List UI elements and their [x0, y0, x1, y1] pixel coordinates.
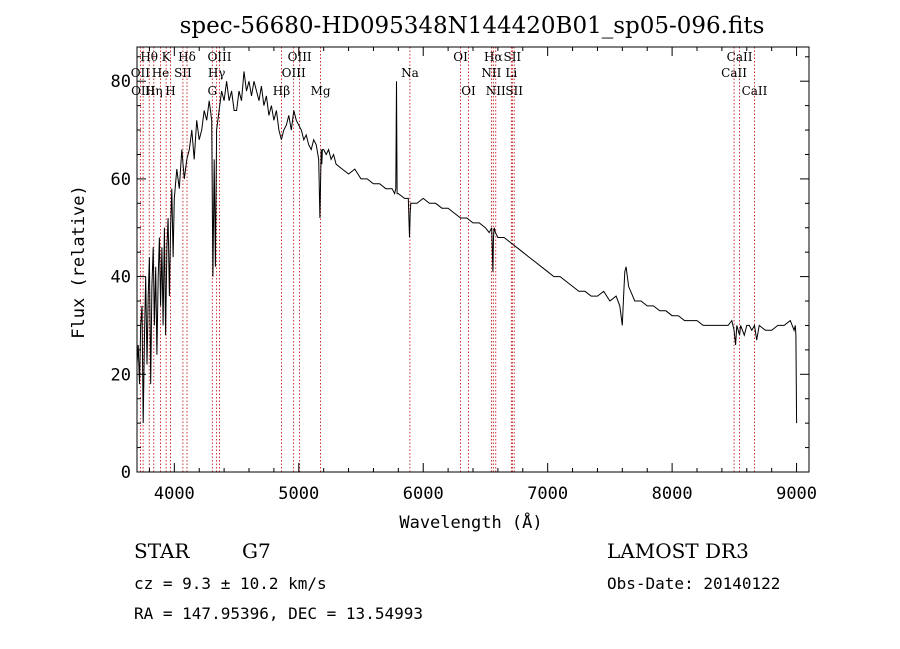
line-label-18: OI [461, 84, 476, 98]
line-label-8: Hδ [178, 50, 196, 64]
line-label-26: CaII [721, 66, 747, 80]
x-tick-label: 9000 [776, 484, 817, 504]
x-tick-label: 4000 [154, 484, 195, 504]
y-axis-label: Flux (relative) [69, 185, 89, 339]
y-tick-label: 60 [111, 170, 131, 190]
line-label-3: Hη [145, 84, 163, 98]
line-label-6: H [165, 84, 175, 98]
line-label-13: OIII [282, 66, 306, 80]
line-label-25: CaII [727, 50, 753, 64]
plot-frame [136, 46, 810, 473]
line-label-7: SII [174, 66, 192, 80]
x-tick-label: 7000 [527, 484, 568, 504]
line-label-15: Mg [311, 84, 331, 98]
line-label-19: Hα [484, 50, 503, 64]
line-label-24: SII [505, 84, 523, 98]
line-label-16: Na [401, 66, 419, 80]
line-label-21: NII [481, 66, 501, 80]
x-tick-label: 6000 [403, 484, 444, 504]
x-tick-label: 5000 [278, 484, 319, 504]
line-label-0: Hθ [140, 50, 158, 64]
line-label-22: Li [505, 66, 517, 80]
line-label-4: K [162, 50, 172, 64]
obs-date: Obs-Date: 20140122 [607, 574, 780, 593]
object-class: STAR [134, 539, 190, 563]
spectrum-line [136, 71, 798, 424]
redshift-text: cz = 9.3 ± 10.2 km/s [134, 574, 327, 593]
coordinates: RA = 147.95396, DEC = 13.54993 [134, 604, 423, 623]
y-tick-label: 0 [121, 463, 131, 483]
line-label-23: NII [486, 84, 506, 98]
line-label-27: CaII [742, 84, 768, 98]
spectral-line-markers [139, 47, 755, 472]
line-label-11: G [207, 84, 217, 98]
y-axis: 0 20 40 60 80 [111, 56, 809, 483]
line-label-20: SII [503, 50, 521, 64]
line-label-10: Hγ [208, 66, 226, 80]
y-tick-label: 80 [111, 72, 131, 92]
line-label-9: OIII [207, 50, 231, 64]
line-label-14: Hβ [273, 84, 290, 98]
line-label-1: OII [131, 66, 151, 80]
y-tick-label: 20 [111, 365, 131, 385]
line-label-12: OIII [288, 50, 312, 64]
y-tick-label: 40 [111, 268, 131, 288]
object-subclass: G7 [242, 539, 271, 563]
line-label-5: He [152, 66, 170, 80]
x-axis: 4000 5000 6000 7000 8000 9000 [148, 47, 817, 504]
line-label-17: OI [453, 50, 468, 64]
survey-name: LAMOST DR3 [607, 539, 749, 563]
x-tick-label: 8000 [652, 484, 693, 504]
chart-title: spec-56680-HD095348N144420B01_sp05-096.f… [180, 13, 765, 39]
x-axis-label: Wavelength (Å) [399, 511, 542, 533]
